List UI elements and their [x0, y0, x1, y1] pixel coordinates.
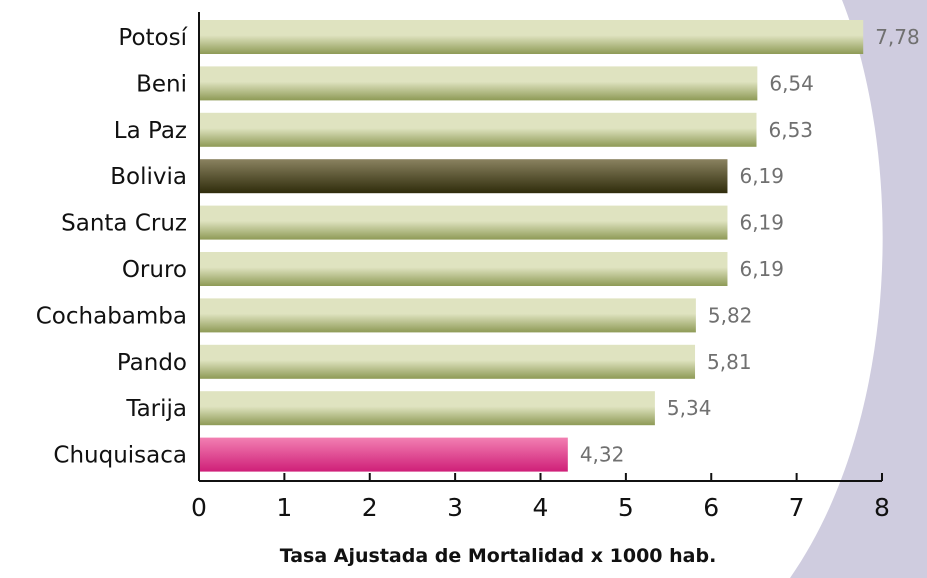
x-tick-label: 7 [789, 493, 805, 522]
bar-pando [199, 344, 696, 379]
bar-tarija [199, 391, 655, 426]
category-label: Oruro [122, 257, 187, 283]
category-label: Tarija [125, 396, 187, 422]
x-tick-label: 5 [618, 493, 634, 522]
value-label: 6,19 [739, 164, 784, 188]
category-label: Cochabamba [36, 303, 187, 329]
value-label: 6,19 [739, 211, 784, 235]
x-tick-label: 1 [276, 493, 292, 522]
value-label: 6,54 [769, 71, 814, 95]
value-label: 5,34 [667, 396, 712, 420]
bar-potos- [199, 20, 864, 54]
bar-santa-cruz [199, 205, 728, 240]
category-label: Beni [136, 71, 187, 97]
category-label: Pando [117, 350, 187, 376]
x-tick-label: 2 [362, 493, 378, 522]
value-label: 5,82 [708, 303, 753, 327]
x-tick-label: 8 [874, 493, 890, 522]
bar-bolivia [199, 159, 728, 194]
category-label: Bolivia [110, 164, 187, 190]
value-label: 7,78 [875, 25, 920, 49]
bar-la-paz [199, 112, 757, 147]
category-label: Potosí [118, 25, 187, 51]
bar-oruro [199, 252, 728, 286]
bar-cochabamba [199, 298, 696, 333]
value-label: 5,81 [707, 350, 752, 374]
category-label: Santa Cruz [61, 211, 187, 237]
x-tick-label: 6 [703, 493, 719, 522]
value-label: 6,19 [739, 257, 784, 281]
bar-chuquisaca [199, 437, 568, 472]
x-axis-title: Tasa Ajustada de Mortalidad x 1000 hab. [280, 545, 717, 567]
value-label: 4,32 [580, 443, 625, 467]
bar-beni [199, 66, 758, 101]
value-label: 6,53 [768, 118, 813, 142]
x-tick-label: 0 [191, 493, 207, 522]
x-tick-label: 3 [447, 493, 463, 522]
category-label: La Paz [114, 118, 187, 144]
background-shape [790, 0, 927, 578]
x-tick-label: 4 [533, 493, 549, 522]
category-label: Chuquisaca [53, 443, 187, 469]
